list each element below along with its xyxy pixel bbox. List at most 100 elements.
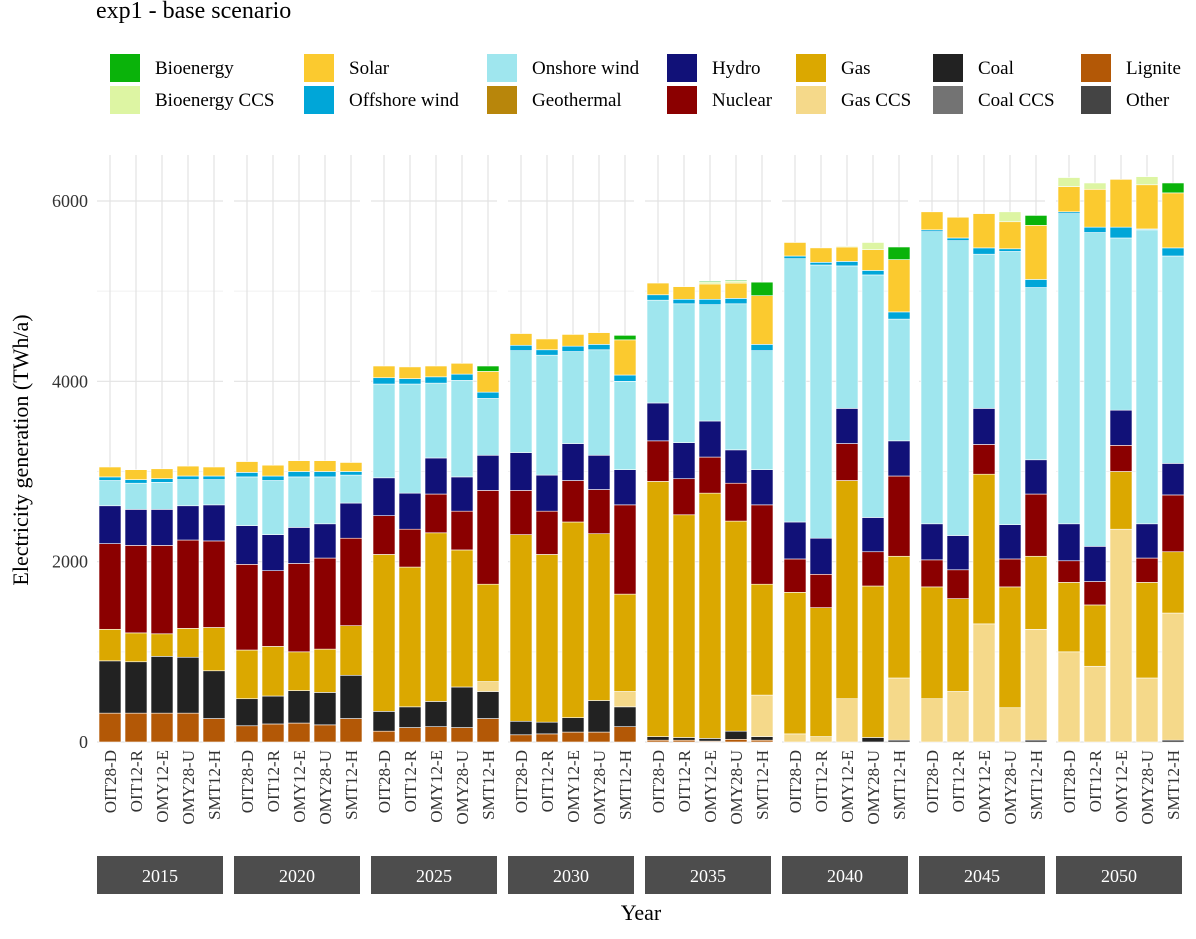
x-tick-label: OMY12-E [701, 750, 720, 823]
bar-segment-bioenergy [476, 365, 500, 372]
bar-segment-bioenergy-ccs [998, 211, 1022, 223]
x-tick-label: OIT28-D [786, 750, 805, 813]
bar-segment-offshore-wind [339, 471, 363, 476]
bar-segment-offshore-wind [1083, 226, 1107, 233]
bar-2035-OMY28-U [724, 280, 748, 743]
legend-swatch-nuclear [667, 86, 697, 114]
bar-segment-lignite [476, 718, 500, 743]
bar-segment-nuclear [235, 564, 259, 651]
bar-segment-solar [313, 460, 337, 472]
bar-segment-onshore-wind [1135, 229, 1159, 525]
bar-segment-hydro [476, 454, 500, 491]
bar-segment-hydro [561, 443, 585, 481]
legend-swatch-onshore-wind [487, 54, 517, 82]
bar-segment-nuclear [176, 539, 200, 629]
bar-2020-OIT28-D [235, 461, 259, 743]
bar-segment-offshore-wind [450, 373, 474, 381]
bar-segment-onshore-wind [561, 351, 585, 444]
bar-segment-coal [587, 700, 611, 733]
bar-segment-onshore-wind [646, 299, 670, 404]
legend-item-coal: Coal [933, 54, 1014, 82]
x-tick-label: OMY28-U [727, 750, 746, 825]
bar-segment-coal [450, 686, 474, 728]
bar-segment-solar [887, 259, 911, 313]
legend-label-solar: Solar [349, 58, 390, 79]
bar-segment-gas-ccs [946, 691, 970, 743]
facet-strip-label: 2040 [827, 866, 863, 886]
bar-segment-gas-ccs [1161, 612, 1185, 741]
bar-segment-gas-ccs [998, 707, 1022, 743]
bar-segment-solar [1135, 184, 1159, 230]
bar-segment-offshore-wind [1024, 279, 1048, 288]
bar-segment-hydro [202, 504, 226, 542]
bar-segment-onshore-wind [920, 231, 944, 525]
facet-panels: OIT28-D OIT12-R OMY12-E OMY28-U SMT12-H2015O… [97, 155, 1185, 894]
x-tick-label: OMY28-U [316, 750, 335, 825]
bar-segment-gas-ccs [613, 691, 637, 708]
bar-segment-offshore-wind [535, 349, 559, 356]
bar-segment-coal [561, 717, 585, 733]
bar-segment-onshore-wind [783, 258, 807, 523]
bar-segment-offshore-wind [235, 472, 259, 478]
bar-segment-offshore-wind [783, 255, 807, 260]
y-tick-label: 2000 [52, 552, 88, 572]
bar-segment-gas [561, 521, 585, 718]
bar-segment-offshore-wind [587, 344, 611, 351]
bar-segment-lignite [176, 712, 200, 743]
facet-strip [97, 856, 223, 894]
facet-strip-label: 2020 [279, 866, 315, 886]
bar-segment-solar [561, 334, 585, 347]
bar-2040-OMY12-E [835, 245, 859, 743]
legend-swatch-other [1081, 86, 1111, 114]
bar-segment-solar [587, 332, 611, 345]
bar-segment-gas-ccs [1135, 677, 1159, 743]
bar-segment-gas [450, 549, 474, 688]
bar-segment-onshore-wind [261, 480, 285, 535]
facet-strip-label: 2015 [142, 866, 178, 886]
bar-segment-nuclear [724, 482, 748, 522]
x-tick-label: OIT12-R [401, 749, 420, 812]
bar-segment-solar [1057, 186, 1081, 213]
bar-segment-nuclear [998, 558, 1022, 588]
legend-item-coal-ccs: Coal CCS [933, 86, 1055, 114]
bar-segment-coal [372, 711, 396, 732]
bar-segment-onshore-wind [809, 264, 833, 539]
bar-segment-hydro [450, 476, 474, 512]
bar-segment-gas [835, 480, 859, 700]
bar-2050-SMT12-H [1161, 182, 1185, 743]
bar-segment-coal [861, 737, 885, 743]
legend-label-hydro: Hydro [712, 58, 761, 79]
x-tick-label: OMY28-U [1138, 750, 1157, 825]
bar-segment-lignite [235, 725, 259, 743]
bar-segment-nuclear [1024, 493, 1048, 557]
legend-label-coal: Coal [978, 58, 1014, 79]
legend-swatch-coal [933, 54, 963, 82]
bar-segment-hydro [372, 477, 396, 516]
bar-segment-coal [313, 692, 337, 726]
bar-segment-bioenergy-ccs [835, 245, 859, 248]
bar-segment-offshore-wind [261, 475, 285, 481]
bar-segment-bioenergy [750, 281, 774, 296]
bar-segment-offshore-wind [202, 475, 226, 480]
bar-segment-coal [424, 701, 448, 727]
bar-segment-hydro [698, 420, 722, 458]
bar-segment-gas-ccs [1024, 628, 1048, 741]
bar-segment-coal [287, 690, 311, 724]
bar-segment-onshore-wind [372, 383, 396, 479]
bar-segment-coal [535, 721, 559, 735]
bar-segment-coal [509, 720, 533, 736]
bar-segment-gas [424, 532, 448, 702]
bar-segment-solar [1161, 192, 1185, 249]
bar-segment-gas [998, 586, 1022, 709]
bar-segment-onshore-wind [424, 382, 448, 459]
bar-segment-gas [1109, 471, 1133, 530]
legend-item-gas: Gas [796, 54, 871, 82]
bar-segment-bioenergy [724, 280, 748, 282]
bar-segment-lignite [613, 726, 637, 743]
bar-segment-lignite [339, 718, 363, 743]
bar-segment-gas-ccs [1057, 651, 1081, 743]
bar-segment-coal [476, 691, 500, 719]
bar-2045-SMT12-H [1024, 215, 1048, 743]
bar-segment-bioenergy [887, 246, 911, 260]
bar-segment-lignite [724, 738, 748, 743]
